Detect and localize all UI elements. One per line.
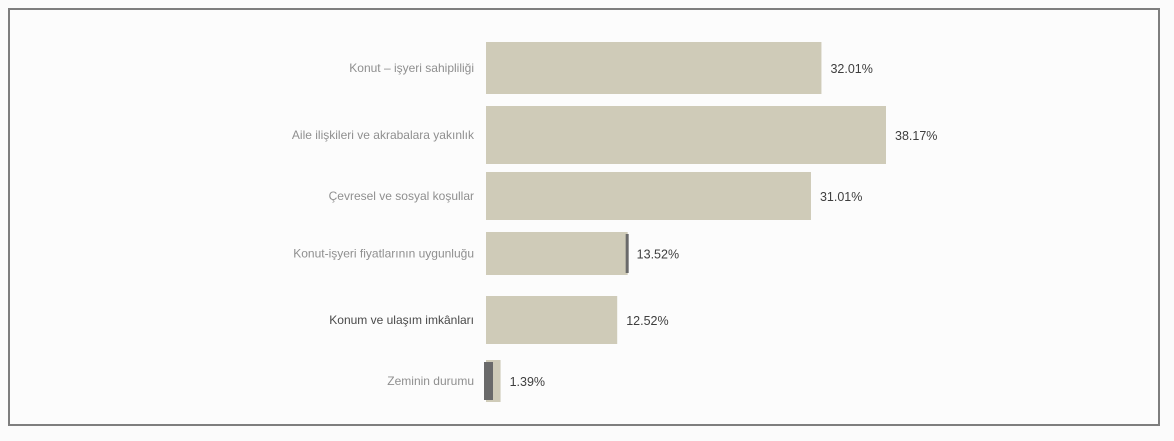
value-label-2: 31.01% <box>820 190 862 204</box>
value-label-1: 38.17% <box>895 129 937 143</box>
bar-edge-mark-3 <box>625 234 629 273</box>
chart-frame: Konut – işyeri sahipliliği 32.01% Aile ili… <box>8 8 1160 426</box>
category-label-3: Konut-işyeri fiyatlarının uygunluğu <box>293 247 474 261</box>
value-label-3: 13.52% <box>637 248 679 262</box>
bar-edge-mark-5 <box>484 362 493 400</box>
category-label-2: Çevresel ve sosyal koşullar <box>329 189 474 203</box>
category-label-1: Aile ilişkileri ve akrabalara yakınlık <box>292 128 475 142</box>
value-label-4: 12.52% <box>626 314 668 328</box>
value-label-5: 1.39% <box>510 375 545 389</box>
bar-chart: Konut – işyeri sahipliliği 32.01% Aile ili… <box>292 42 937 402</box>
category-label-0: Konut – işyeri sahipliliği <box>349 61 474 75</box>
bar-2 <box>486 172 811 220</box>
bar-1 <box>486 106 886 164</box>
category-label-4: Konum ve ulaşım imkânları <box>329 313 474 327</box>
bar-3 <box>486 232 628 275</box>
bar-4 <box>486 296 618 344</box>
bar-0 <box>486 42 822 94</box>
category-label-5: Zeminin durumu <box>387 374 474 388</box>
value-label-0: 32.01% <box>830 62 872 76</box>
